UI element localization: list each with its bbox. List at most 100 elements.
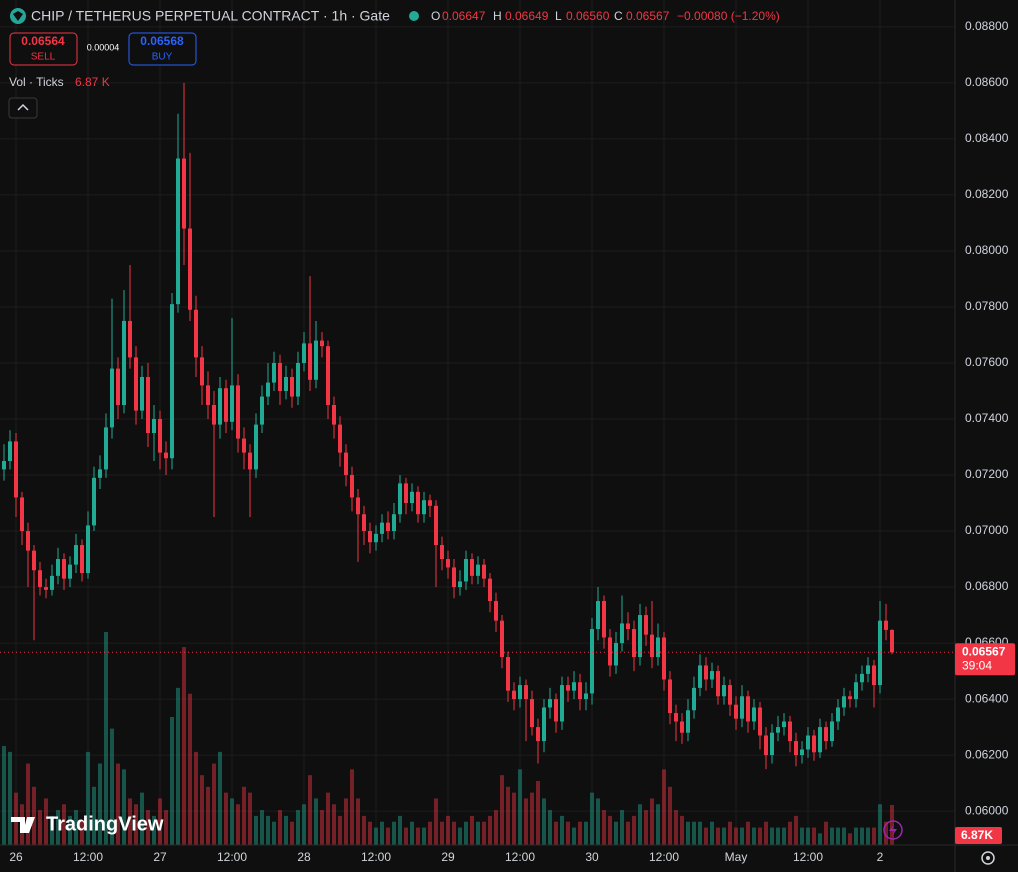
candle-body xyxy=(146,376,150,434)
candle-body xyxy=(134,357,138,411)
x-tick-label: 29 xyxy=(441,850,455,864)
volume-bar xyxy=(512,792,516,845)
volume-bar xyxy=(164,810,168,845)
candle-body xyxy=(470,559,474,576)
candle-body xyxy=(278,362,282,391)
candle-body xyxy=(242,438,246,453)
volume-bar xyxy=(146,810,150,845)
volume-bar xyxy=(800,827,804,845)
candle-body xyxy=(416,491,420,515)
candle-body xyxy=(110,368,114,428)
candle-body xyxy=(302,343,306,363)
candle-body xyxy=(788,721,792,742)
volume-bar xyxy=(140,792,144,845)
candle-body xyxy=(446,559,450,568)
volume-bar xyxy=(866,827,870,845)
volume-bar xyxy=(788,821,792,845)
alert-icon[interactable] xyxy=(883,820,903,840)
volume-bar xyxy=(752,827,756,845)
volume-bar xyxy=(770,827,774,845)
candle-body xyxy=(104,427,108,470)
volume-bar xyxy=(362,815,366,845)
candle-body xyxy=(596,601,600,630)
volume-bar xyxy=(746,821,750,845)
spread: 0.00004 xyxy=(87,42,120,52)
volume-bar xyxy=(656,804,660,845)
x-tick-label: 2 xyxy=(877,850,884,864)
candle-body xyxy=(464,559,468,582)
sell-price: 0.06564 xyxy=(21,34,65,48)
x-tick-label: 12:00 xyxy=(217,850,247,864)
legend-value: 0.06647 xyxy=(442,9,486,23)
volume-bar xyxy=(338,815,342,845)
last-price-badge xyxy=(955,643,1015,676)
candle-body xyxy=(272,362,276,383)
volume-bar xyxy=(584,821,588,845)
brand-name[interactable]: TradingView xyxy=(46,813,164,835)
candle-body xyxy=(248,452,252,470)
volume-bar xyxy=(74,810,78,845)
candle-body xyxy=(692,687,696,711)
candle-body xyxy=(524,685,528,700)
candle-body xyxy=(560,685,564,722)
legend-key: C xyxy=(614,9,623,23)
volume-bar xyxy=(98,763,102,845)
y-tick-label: 0.08200 xyxy=(965,187,1009,201)
volume-bar xyxy=(890,805,894,845)
volume-bar xyxy=(248,792,252,845)
volume-bar xyxy=(386,827,390,845)
candle-body xyxy=(440,545,444,560)
candle-body xyxy=(584,693,588,700)
legend-key: H xyxy=(493,9,502,23)
candle-body xyxy=(824,727,828,742)
candle-body xyxy=(734,704,738,719)
candle-body xyxy=(710,671,714,680)
candle-body xyxy=(818,727,822,753)
volume-bar xyxy=(182,647,186,845)
candle-body xyxy=(506,657,510,691)
candle-body xyxy=(260,396,264,425)
y-tick-label: 0.08600 xyxy=(965,75,1009,89)
sell-button[interactable] xyxy=(9,32,78,66)
y-tick-label: 0.07200 xyxy=(965,467,1009,481)
volume-bar xyxy=(116,763,120,845)
candle-body xyxy=(200,357,204,386)
volume-bar xyxy=(434,798,438,845)
collapse-button[interactable] xyxy=(8,97,38,119)
volume-bar xyxy=(26,763,30,845)
candle-body xyxy=(728,685,732,705)
candle-body xyxy=(374,533,378,543)
volume-bar xyxy=(674,810,678,845)
candle-body xyxy=(854,682,858,700)
legend-value: 0.06560 xyxy=(566,9,610,23)
candle-body xyxy=(266,382,270,397)
y-tick-label: 0.06200 xyxy=(965,747,1009,761)
y-tick-label: 0.06000 xyxy=(965,803,1009,817)
volume-bar xyxy=(62,804,66,845)
axes: 0.060000.062000.064000.066000.068000.070… xyxy=(0,19,1015,864)
candle-body xyxy=(386,522,390,532)
volume-bar xyxy=(224,792,228,845)
volume-bar xyxy=(392,821,396,845)
volume-bar xyxy=(176,687,180,845)
candle-body xyxy=(344,452,348,476)
last-price-label: 0.06567 xyxy=(962,644,1006,658)
volume-bar xyxy=(692,821,696,845)
candle-body xyxy=(572,682,576,691)
volume-bar xyxy=(254,815,258,845)
volume-bar xyxy=(518,769,522,845)
volume-bar xyxy=(68,815,72,845)
settings-icon[interactable] xyxy=(981,851,995,865)
candle-body xyxy=(662,637,666,680)
legend-key: L xyxy=(555,9,562,23)
y-tick-label: 0.06800 xyxy=(965,579,1009,593)
candle-body xyxy=(518,685,522,700)
candle-body xyxy=(98,469,102,478)
symbol-title[interactable]: CHIP / TETHERUS PERPETUAL CONTRACT · 1h … xyxy=(31,8,390,24)
volume-bar xyxy=(302,804,306,845)
volume-bar xyxy=(626,821,630,845)
volume-bar xyxy=(830,827,834,845)
volume-bar xyxy=(458,827,462,845)
buy-button[interactable] xyxy=(128,32,197,66)
candle-body xyxy=(698,665,702,688)
